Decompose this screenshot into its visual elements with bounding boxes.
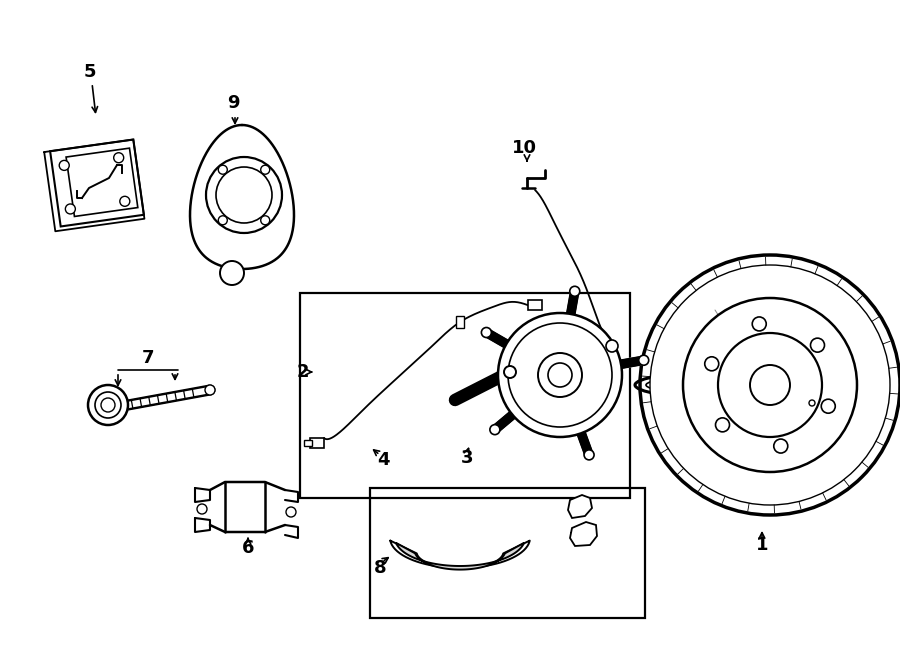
Circle shape xyxy=(606,340,618,352)
Circle shape xyxy=(197,504,207,514)
Circle shape xyxy=(570,286,580,296)
Bar xyxy=(370,488,645,618)
Text: 1: 1 xyxy=(756,536,769,554)
Circle shape xyxy=(205,385,215,395)
Polygon shape xyxy=(570,522,597,546)
Polygon shape xyxy=(50,139,144,227)
Text: 3: 3 xyxy=(461,449,473,467)
Circle shape xyxy=(750,365,790,405)
Text: 7: 7 xyxy=(142,349,154,367)
Circle shape xyxy=(120,196,130,206)
Circle shape xyxy=(504,366,516,378)
Circle shape xyxy=(548,363,572,387)
Circle shape xyxy=(490,424,500,435)
Circle shape xyxy=(113,153,123,163)
Bar xyxy=(456,316,464,328)
Text: 2: 2 xyxy=(297,363,310,381)
Bar xyxy=(528,300,542,310)
Bar xyxy=(300,293,630,498)
Circle shape xyxy=(639,355,649,366)
Circle shape xyxy=(584,450,594,460)
Circle shape xyxy=(482,327,491,338)
Circle shape xyxy=(261,165,270,175)
Circle shape xyxy=(59,161,69,171)
Text: 6: 6 xyxy=(242,539,254,557)
Circle shape xyxy=(718,333,822,437)
Circle shape xyxy=(216,167,272,223)
Circle shape xyxy=(650,265,890,505)
Circle shape xyxy=(683,298,857,472)
Circle shape xyxy=(705,357,719,371)
Circle shape xyxy=(538,353,582,397)
Circle shape xyxy=(220,261,244,285)
Bar xyxy=(304,440,312,446)
Polygon shape xyxy=(66,148,138,216)
Circle shape xyxy=(809,400,815,406)
Circle shape xyxy=(716,418,730,432)
Circle shape xyxy=(640,255,900,515)
Polygon shape xyxy=(568,495,592,518)
Text: 9: 9 xyxy=(227,94,239,112)
Circle shape xyxy=(498,313,622,437)
Circle shape xyxy=(219,165,228,175)
Text: 8: 8 xyxy=(374,559,386,577)
Circle shape xyxy=(508,323,612,427)
Polygon shape xyxy=(396,543,524,570)
Circle shape xyxy=(206,157,282,233)
Circle shape xyxy=(95,392,121,418)
Text: 10: 10 xyxy=(511,139,536,157)
Circle shape xyxy=(286,507,296,517)
Circle shape xyxy=(261,215,270,225)
Circle shape xyxy=(774,439,788,453)
Circle shape xyxy=(822,399,835,413)
Circle shape xyxy=(66,204,76,214)
Circle shape xyxy=(88,385,128,425)
Text: 5: 5 xyxy=(84,63,96,81)
Circle shape xyxy=(101,398,115,412)
Circle shape xyxy=(219,215,228,225)
Circle shape xyxy=(811,338,824,352)
Bar xyxy=(310,438,324,448)
Text: 4: 4 xyxy=(377,451,389,469)
Circle shape xyxy=(752,317,766,331)
